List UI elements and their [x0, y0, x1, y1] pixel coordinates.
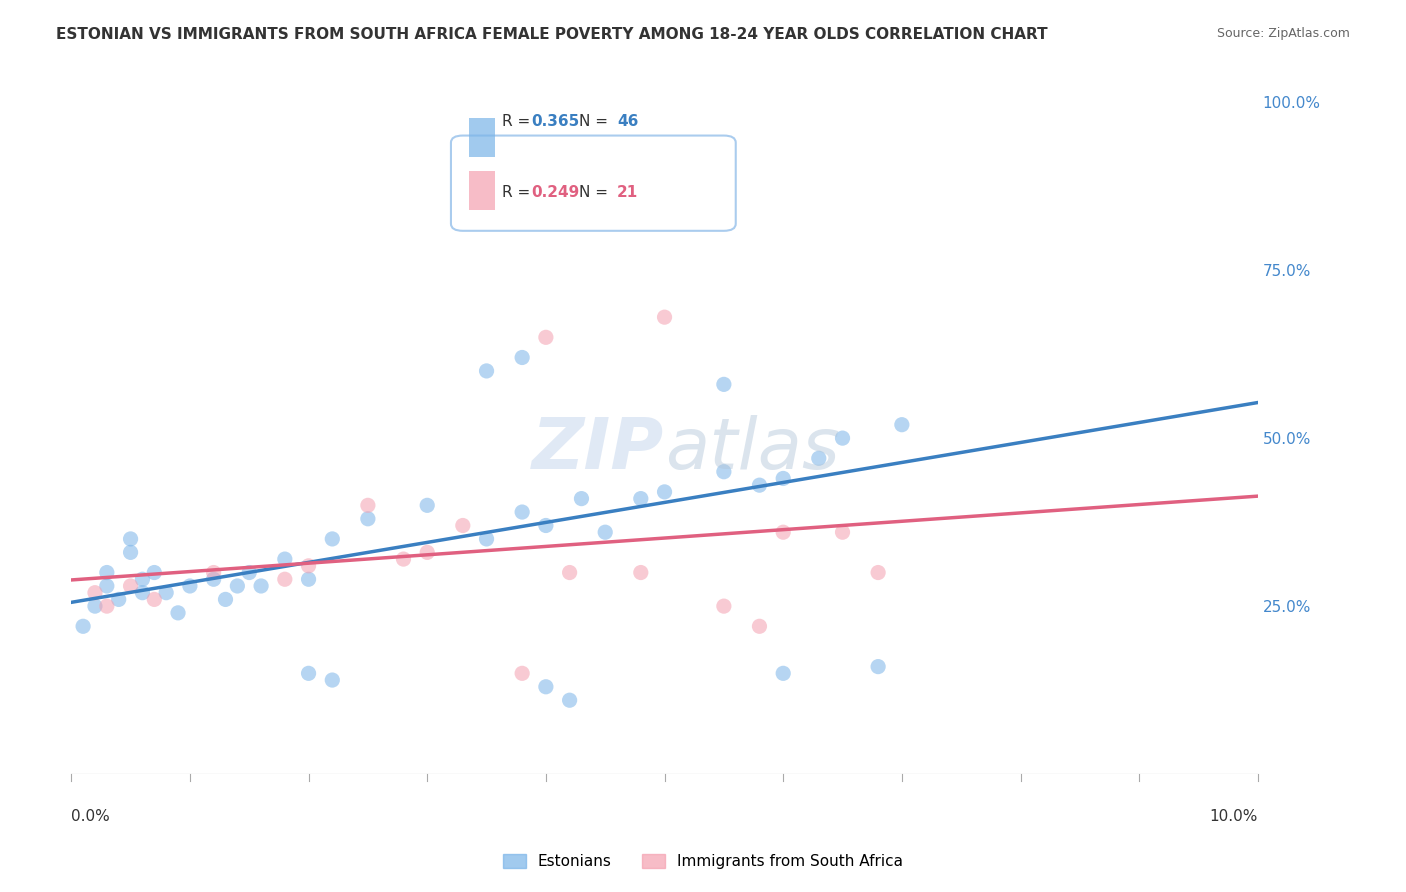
Point — [120, 532, 142, 546]
Point — [475, 364, 498, 378]
Point — [297, 666, 319, 681]
Point — [451, 518, 474, 533]
Text: Source: ZipAtlas.com: Source: ZipAtlas.com — [1216, 27, 1350, 40]
Text: 0.0%: 0.0% — [72, 809, 110, 824]
Point — [357, 512, 380, 526]
Point — [238, 566, 260, 580]
Text: 21: 21 — [617, 185, 638, 200]
Text: 10.0%: 10.0% — [1209, 809, 1258, 824]
Point — [475, 532, 498, 546]
Point — [630, 491, 652, 506]
Point — [226, 579, 249, 593]
Point — [713, 195, 735, 210]
Point — [772, 525, 794, 540]
Point — [868, 566, 890, 580]
Text: 0.365: 0.365 — [531, 114, 579, 129]
Point — [179, 579, 201, 593]
Point — [274, 552, 297, 566]
Point — [558, 693, 581, 707]
Point — [167, 606, 190, 620]
FancyBboxPatch shape — [451, 136, 735, 231]
Point — [96, 599, 118, 614]
Point — [890, 417, 912, 432]
Text: atlas: atlas — [665, 415, 839, 484]
Point — [131, 585, 153, 599]
Point — [534, 330, 557, 344]
Point — [831, 431, 853, 445]
Point — [807, 451, 830, 466]
Point — [155, 585, 177, 599]
Point — [297, 558, 319, 573]
Point — [202, 566, 225, 580]
Point — [96, 579, 118, 593]
Point — [96, 566, 118, 580]
Point — [868, 659, 890, 673]
Bar — [468, 171, 495, 210]
Point — [593, 525, 616, 540]
Point — [510, 505, 533, 519]
Point — [143, 566, 166, 580]
Bar — [468, 118, 495, 157]
Point — [748, 619, 770, 633]
Text: 0.249: 0.249 — [531, 185, 579, 200]
Point — [571, 491, 593, 506]
Point — [84, 585, 107, 599]
Text: N =: N = — [579, 114, 613, 129]
Point — [510, 666, 533, 681]
Point — [214, 592, 236, 607]
Point — [107, 592, 129, 607]
Point — [202, 572, 225, 586]
Text: R =: R = — [502, 185, 536, 200]
Text: R =: R = — [502, 114, 536, 129]
Point — [357, 499, 380, 513]
Point — [713, 465, 735, 479]
Point — [297, 572, 319, 586]
Point — [534, 518, 557, 533]
Point — [748, 478, 770, 492]
Point — [534, 680, 557, 694]
Point — [250, 579, 273, 593]
Point — [558, 566, 581, 580]
Point — [84, 599, 107, 614]
Point — [72, 619, 94, 633]
Point — [274, 572, 297, 586]
Point — [654, 310, 676, 325]
Text: N =: N = — [579, 185, 613, 200]
Point — [416, 499, 439, 513]
Text: ZIP: ZIP — [533, 415, 665, 484]
Point — [321, 532, 343, 546]
Point — [713, 377, 735, 392]
Point — [654, 484, 676, 499]
Point — [630, 566, 652, 580]
Point — [713, 599, 735, 614]
Point — [416, 545, 439, 559]
Point — [831, 525, 853, 540]
Text: 46: 46 — [617, 114, 638, 129]
Point — [143, 592, 166, 607]
Legend: Estonians, Immigrants from South Africa: Estonians, Immigrants from South Africa — [496, 848, 910, 875]
Point — [120, 545, 142, 559]
Point — [120, 579, 142, 593]
Point — [131, 572, 153, 586]
Point — [510, 351, 533, 365]
Point — [321, 673, 343, 687]
Text: ESTONIAN VS IMMIGRANTS FROM SOUTH AFRICA FEMALE POVERTY AMONG 18-24 YEAR OLDS CO: ESTONIAN VS IMMIGRANTS FROM SOUTH AFRICA… — [56, 27, 1047, 42]
Point — [772, 471, 794, 485]
Point — [772, 666, 794, 681]
Point — [392, 552, 415, 566]
